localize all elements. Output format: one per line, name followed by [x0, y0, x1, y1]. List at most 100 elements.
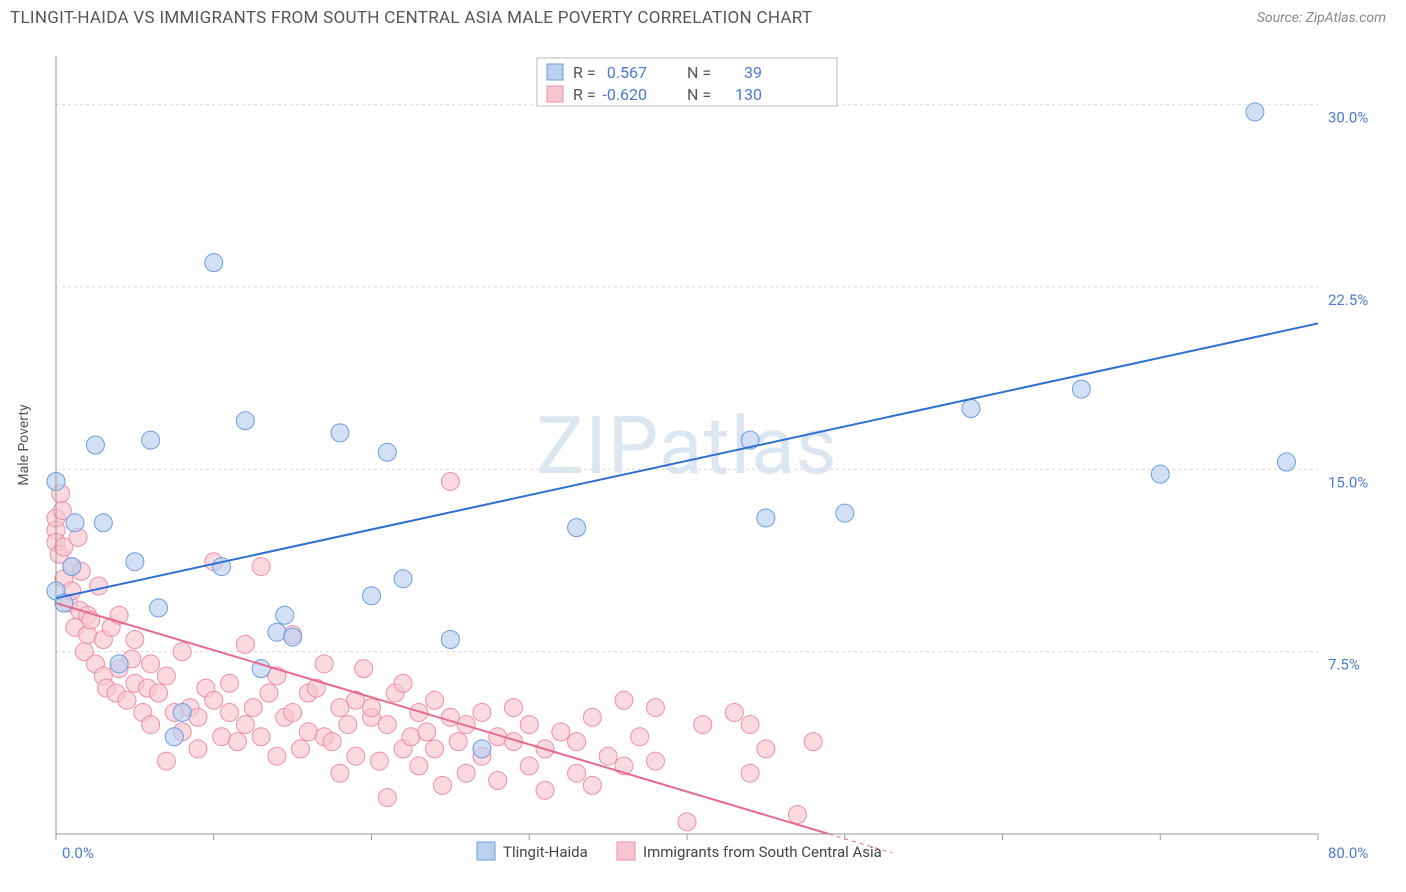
legend-swatch-1 [477, 842, 495, 860]
data-point [725, 703, 743, 721]
data-point [205, 691, 223, 709]
data-point [457, 764, 475, 782]
data-point [757, 740, 775, 758]
data-point [244, 699, 262, 717]
data-point [1072, 380, 1090, 398]
source-attribution: Source: ZipAtlas.com [1257, 10, 1386, 26]
data-point [236, 716, 254, 734]
data-point [552, 723, 570, 741]
y-tick-label: 15.0% [1328, 473, 1368, 491]
y-tick-label: 22.5% [1328, 291, 1368, 309]
data-point [631, 728, 649, 746]
scatter-chart-svg: 7.5%15.0%22.5%30.0%ZIPatlas0.0%80.0%Male… [10, 44, 1396, 882]
data-point [473, 703, 491, 721]
x-max-label: 80.0% [1328, 844, 1368, 862]
data-point [836, 504, 854, 522]
svg-text:R =: R = [573, 85, 596, 104]
data-point [378, 789, 396, 807]
data-point [741, 764, 759, 782]
data-point [583, 776, 601, 794]
data-point [378, 716, 396, 734]
y-axis-label: Male Poverty [16, 404, 32, 486]
data-point [473, 740, 491, 758]
data-point [1277, 453, 1295, 471]
data-point [94, 514, 112, 532]
data-point [173, 703, 191, 721]
legend-label-1: Tlingit-Haida [503, 843, 588, 861]
data-point [236, 412, 254, 430]
data-point [323, 733, 341, 751]
svg-text:N =: N = [687, 85, 711, 104]
stats-r2: -0.620 [602, 85, 647, 104]
data-point [252, 728, 270, 746]
data-point [757, 509, 775, 527]
data-point [150, 684, 168, 702]
stats-r1: 0.567 [607, 63, 647, 82]
data-point [426, 691, 444, 709]
data-point [213, 728, 231, 746]
stats-swatch-2 [547, 86, 563, 102]
data-point [741, 716, 759, 734]
data-point [66, 514, 84, 532]
data-point [504, 699, 522, 717]
data-point [394, 570, 412, 588]
data-point [583, 708, 601, 726]
data-point [331, 764, 349, 782]
data-point [489, 772, 507, 790]
data-point [804, 733, 822, 751]
data-point [646, 699, 664, 717]
data-point [347, 747, 365, 765]
data-point [520, 757, 538, 775]
data-point [142, 431, 160, 449]
data-point [268, 747, 286, 765]
data-point [1151, 465, 1169, 483]
chart-area: 7.5%15.0%22.5%30.0%ZIPatlas0.0%80.0%Male… [10, 44, 1396, 882]
x-min-label: 0.0% [62, 844, 94, 862]
data-point [86, 436, 104, 454]
data-point [788, 806, 806, 824]
data-point [90, 577, 108, 595]
data-point [410, 757, 428, 775]
data-point [394, 674, 412, 692]
data-point [962, 400, 980, 418]
data-point [363, 587, 381, 605]
data-point [157, 752, 175, 770]
data-point [228, 733, 246, 751]
data-point [284, 628, 302, 646]
data-point [520, 716, 538, 734]
data-point [568, 733, 586, 751]
data-point [260, 684, 278, 702]
data-point [694, 716, 712, 734]
data-point [418, 723, 436, 741]
data-point [299, 723, 317, 741]
data-point [426, 740, 444, 758]
data-point [292, 740, 310, 758]
data-point [173, 643, 191, 661]
stats-n1: 39 [744, 63, 762, 82]
data-point [126, 631, 144, 649]
data-point [536, 781, 554, 799]
data-point [157, 667, 175, 685]
data-point [284, 703, 302, 721]
data-point [236, 635, 254, 653]
data-point [221, 703, 239, 721]
data-point [63, 558, 81, 576]
data-point [118, 691, 136, 709]
data-point [568, 519, 586, 537]
data-point [276, 606, 294, 624]
data-point [189, 740, 207, 758]
data-point [165, 728, 183, 746]
data-point [646, 752, 664, 770]
legend-swatch-2 [617, 842, 635, 860]
data-point [126, 553, 144, 571]
data-point [268, 623, 286, 641]
data-point [378, 443, 396, 461]
data-point [315, 655, 333, 673]
stats-swatch-1 [547, 64, 563, 80]
data-point [441, 472, 459, 490]
stats-n-label: N = [687, 63, 711, 82]
data-point [568, 764, 586, 782]
data-point [142, 716, 160, 734]
data-point [339, 716, 357, 734]
stats-n2: 130 [735, 85, 762, 104]
